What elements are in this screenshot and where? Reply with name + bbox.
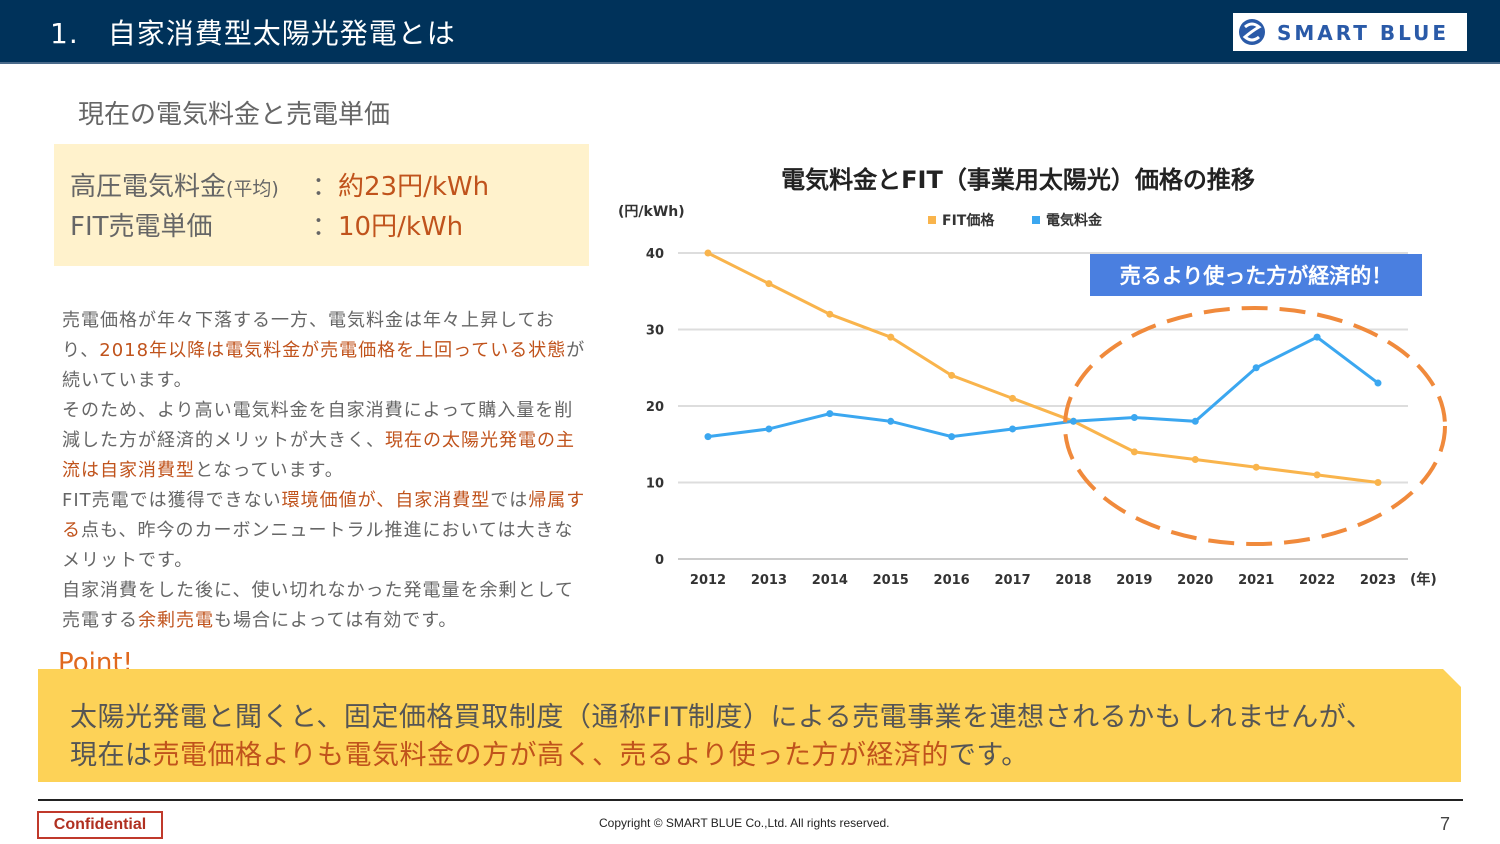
point-line-1: 太陽光発電と聞くと、固定価格買取制度（通称FIT制度）による売電事業を連想される… [70,702,1374,733]
y-tick-label: 30 [646,324,664,339]
price-row-fit: FIT売電単価 ：10円/kWh [70,206,463,243]
y-tick-label: 0 [655,553,664,568]
data-point [887,417,895,425]
legend-swatch [1032,216,1040,224]
data-point [948,433,956,441]
legend-swatch [928,216,936,224]
data-point [1069,417,1077,425]
logo-mark-icon [1239,19,1265,45]
copyright-text: Copyright © SMART BLUE Co.,Ltd. All righ… [599,816,890,830]
chart-svg: 電気料金とFIT（事業用太陽光）価格の推移 (円/kWh) FIT価格 電気料金 0 10… [618,166,1447,588]
data-point [1009,425,1017,433]
chart-title: 電気料金とFIT（事業用太陽光）価格の推移 [781,166,1255,194]
data-point [1252,463,1260,471]
x-tick-label: 2021 [1238,573,1274,588]
data-point [1313,333,1321,341]
highlight-ellipse [1063,306,1447,546]
data-point [1130,413,1138,421]
data-point [1130,448,1138,456]
x-tick-label: 2016 [934,573,970,588]
paragraph-1: 売電価格が年々下落する一方、電気料金は年々上昇しており、2018年以降は電気料金… [62,310,586,391]
data-point [704,249,712,257]
series-line [707,251,1379,484]
x-tick-label: 2014 [812,573,848,588]
data-point [765,280,773,288]
x-tick-label: 2012 [690,573,726,588]
y-axis-label: (円/kWh) [618,204,685,220]
explanation-text: 売電価格が年々下落する一方、電気料金は年々上昇しており、2018年以降は電気料金… [62,306,590,636]
data-point [1374,479,1382,486]
y-tick-label: 20 [646,400,664,415]
legend-entry: 電気料金 [1046,212,1103,229]
folded-corner [1443,669,1461,687]
data-point [887,333,895,341]
annotation-text: 売るより使った方が経済的！ [1120,264,1393,288]
company-logo: SMART BLUE [1233,13,1467,51]
data-point [826,310,834,318]
data-point [948,371,956,379]
x-axis-label: (年) [1410,571,1437,588]
slide-title: 1. 自家消費型太陽光発電とは [50,17,456,50]
x-tick-label: 2019 [1116,573,1152,588]
point-line-2: 現在は売電価格よりも電気料金の方が高く、売るより使った方が経済的です。 [70,740,1029,771]
paragraph-3: FIT売電では獲得できない環境価値が、自家消費型では帰属する点も、昨今のカーボン… [62,490,586,571]
data-point [1313,471,1321,479]
price-row-separator: ： [312,212,339,242]
annotation-box [1090,254,1422,296]
x-tick-label: 2022 [1299,573,1335,588]
data-point [1191,456,1199,464]
x-tick-label: 2023 [1360,573,1396,588]
price-row-value: 10円/kWh [338,212,464,242]
confidential-badge: Confidential [37,811,163,839]
x-tick-label: 2017 [994,573,1030,588]
data-point [1009,394,1017,402]
series-line [707,335,1379,439]
point-box: 太陽光発電と聞くと、固定価格買取制度（通称FIT制度）による売電事業を連想される… [38,669,1461,782]
data-point [1252,364,1260,372]
price-row-label: FIT売電単価 [70,212,213,242]
x-tick-label: 2015 [873,573,909,588]
title-bar: 1. 自家消費型太陽光発電とは SMART BLUE [0,0,1500,64]
price-row-label: 高圧電気料金(平均) [70,172,279,202]
data-point [826,410,834,418]
x-tick-label: 2020 [1177,573,1213,588]
data-point [765,425,773,433]
y-tick-label: 40 [646,247,664,262]
paragraph-4: 自家消費をした後に、使い切れなかった発電量を余剰として売電する余剰売電も場合によ… [62,580,574,631]
x-tick-label: 2018 [1055,573,1091,588]
logo-text: SMART BLUE [1277,21,1450,45]
price-row-electricity: 高圧電気料金(平均) ：約23円/kWh [70,166,489,203]
price-trend-chart: 電気料金とFIT（事業用太陽光）価格の推移 (円/kWh) FIT価格 電気料金 0 10… [600,150,1480,610]
data-point [1191,417,1199,425]
data-point [1374,379,1382,387]
paragraph-2: そのため、より高い電気料金を自家消費によって購入量を削減した方が経済的メリットが… [62,400,575,481]
x-tick-label: 2013 [751,573,787,588]
price-row-value: 約23円/kWh [338,172,490,202]
y-tick-label: 10 [646,477,664,492]
data-point [704,433,712,441]
page-number: 7 [1440,814,1451,834]
section-subtitle: 現在の電気料金と売電単価 [78,100,391,130]
footer-divider [38,799,1463,801]
price-summary-box: 高圧電気料金(平均) ：約23円/kWh FIT売電単価 ：10円/kWh [54,144,589,266]
price-row-separator: ： [312,172,339,202]
legend-entry: FIT価格 [942,212,995,229]
